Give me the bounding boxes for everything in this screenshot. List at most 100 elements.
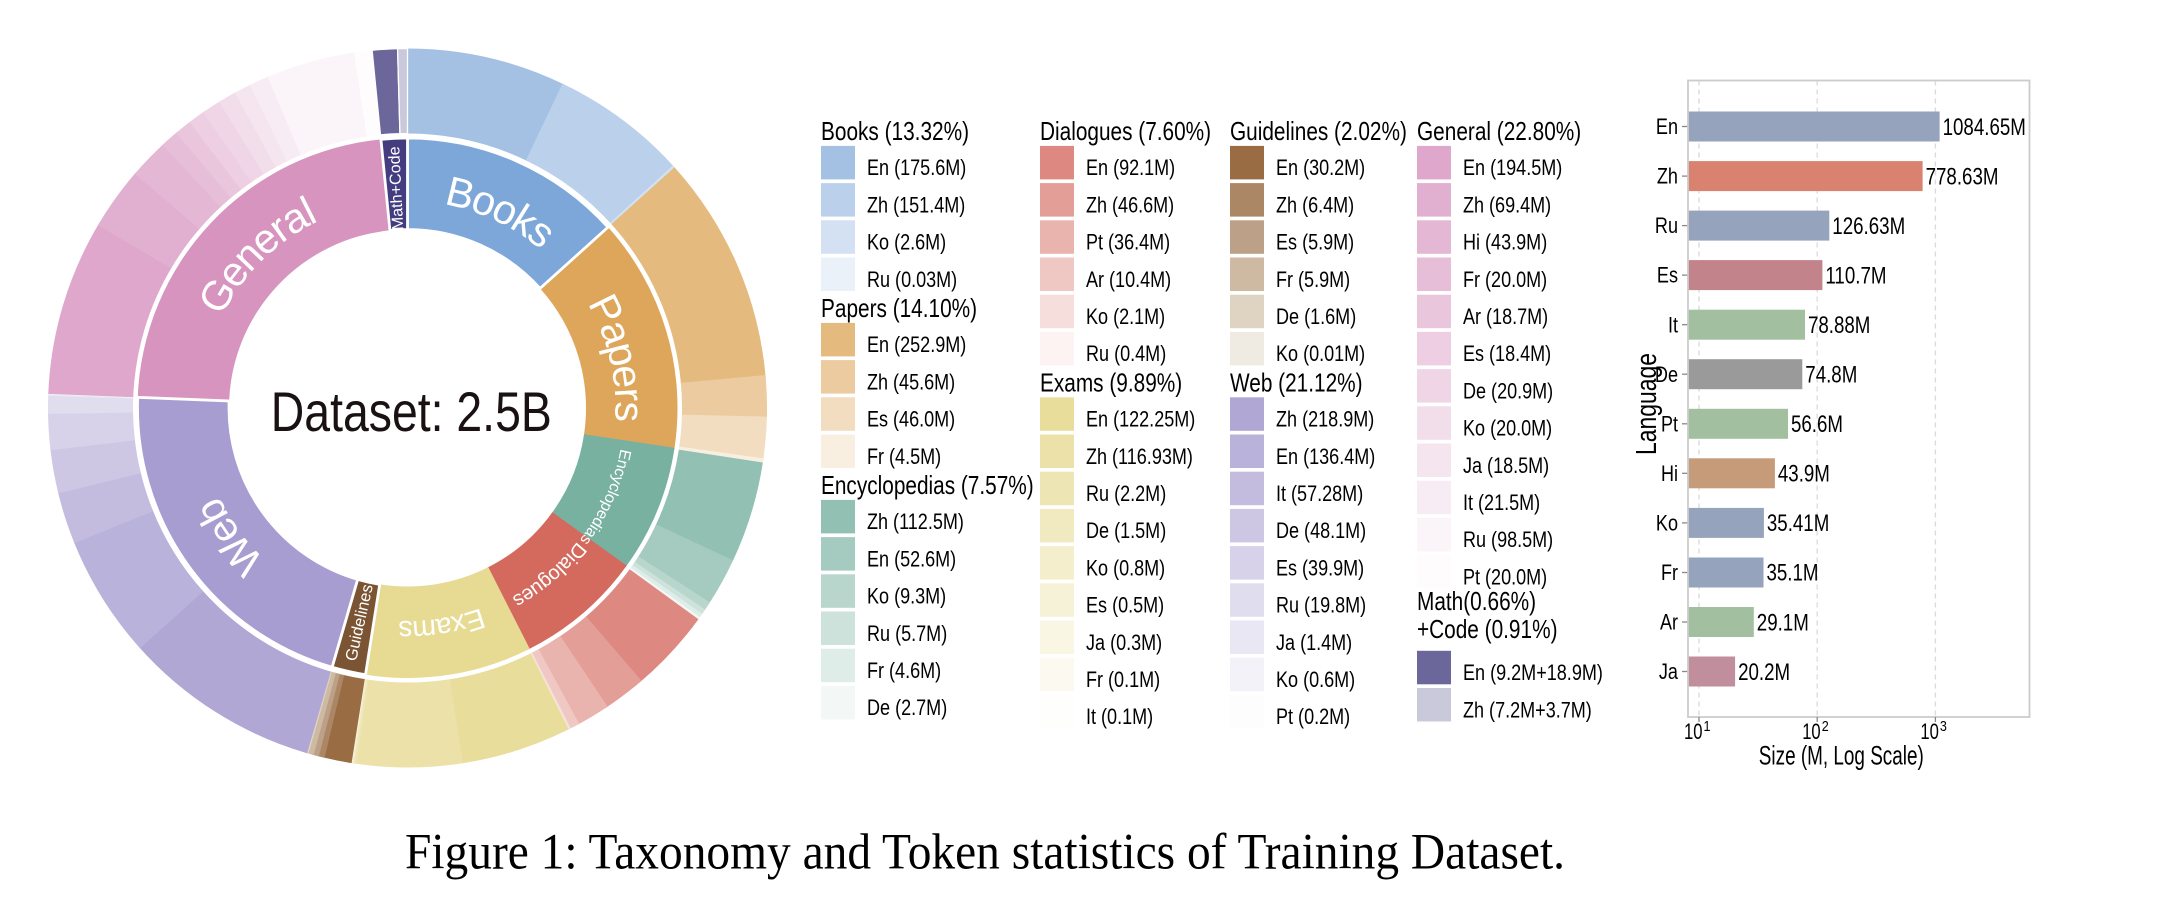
svg-text:De (1.6M): De (1.6M) (1276, 304, 1356, 329)
svg-text:Hi (43.9M): Hi (43.9M) (1463, 230, 1547, 255)
svg-text:Pt (36.4M): Pt (36.4M) (1086, 230, 1170, 255)
svg-text:3: 3 (1940, 718, 1947, 735)
svg-text:Ko (0.6M): Ko (0.6M) (1276, 667, 1355, 692)
svg-text:Fr (20.0M): Fr (20.0M) (1463, 267, 1547, 292)
svg-text:Zh (151.4M): Zh (151.4M) (867, 192, 965, 217)
svg-text:Guidelines (2.02%): Guidelines (2.02%) (1230, 116, 1407, 146)
svg-text:Ko (0.8M): Ko (0.8M) (1086, 555, 1165, 580)
svg-text:En (30.2M): En (30.2M) (1276, 155, 1365, 180)
svg-text:Math+Code: Math+Code (386, 146, 407, 231)
svg-text:Web (21.12%): Web (21.12%) (1230, 367, 1363, 397)
svg-text:Books (13.32%): Books (13.32%) (821, 116, 969, 146)
svg-text:General (22.80%): General (22.80%) (1417, 116, 1581, 146)
svg-text:35.41M: 35.41M (1767, 510, 1829, 537)
svg-text:Es (46.0M): Es (46.0M) (867, 407, 955, 432)
svg-text:10: 10 (1920, 719, 1939, 744)
svg-text:Es (0.5M): Es (0.5M) (1086, 593, 1164, 618)
svg-text:Zh (69.4M): Zh (69.4M) (1463, 192, 1551, 217)
svg-text:1: 1 (1704, 718, 1711, 735)
svg-text:It (21.5M): It (21.5M) (1463, 490, 1540, 515)
svg-text:Papers (14.10%): Papers (14.10%) (821, 293, 977, 323)
svg-text:Ko (0.01M): Ko (0.01M) (1276, 341, 1365, 366)
svg-text:Zh (45.6M): Zh (45.6M) (867, 369, 955, 394)
svg-text:Ko (2.1M): Ko (2.1M) (1086, 304, 1165, 329)
svg-text:Exams (9.89%): Exams (9.89%) (1040, 367, 1182, 397)
svg-text:Ar (18.7M): Ar (18.7M) (1463, 304, 1548, 329)
svg-text:Ko (2.6M): Ko (2.6M) (867, 230, 946, 255)
svg-text:Zh (6.4M): Zh (6.4M) (1276, 192, 1354, 217)
svg-text:Size (M, Log Scale): Size (M, Log Scale) (1759, 741, 1924, 771)
svg-text:Ru (2.2M): Ru (2.2M) (1086, 481, 1166, 506)
svg-text:En (175.6M): En (175.6M) (867, 155, 966, 180)
svg-text:De (2.7M): De (2.7M) (867, 695, 947, 720)
svg-text:En (92.1M): En (92.1M) (1086, 155, 1175, 180)
svg-text:Ar (10.4M): Ar (10.4M) (1086, 267, 1171, 292)
svg-text:Ko (20.0M): Ko (20.0M) (1463, 416, 1552, 441)
svg-text:1084.65M: 1084.65M (1943, 114, 2026, 141)
svg-text:35.1M: 35.1M (1767, 560, 1819, 587)
svg-text:Fr (4.6M): Fr (4.6M) (867, 658, 941, 683)
svg-text:2: 2 (1822, 718, 1829, 735)
svg-text:Ru (0.4M): Ru (0.4M) (1086, 341, 1166, 366)
svg-text:Fr: Fr (1661, 560, 1678, 585)
svg-text:Es: Es (1657, 263, 1678, 288)
svg-text:En (136.4M): En (136.4M) (1276, 444, 1375, 469)
svg-text:Zh (112.5M): Zh (112.5M) (867, 509, 964, 534)
svg-text:10: 10 (1802, 719, 1821, 744)
svg-text:Zh (7.2M+3.7M): Zh (7.2M+3.7M) (1463, 697, 1592, 722)
svg-text:Fr (5.9M): Fr (5.9M) (1276, 267, 1350, 292)
svg-text:De (1.5M): De (1.5M) (1086, 518, 1166, 543)
svg-text:Ko: Ko (1656, 511, 1678, 536)
svg-text:It: It (1668, 312, 1678, 337)
svg-text:29.1M: 29.1M (1757, 609, 1809, 636)
svg-text:En (252.9M): En (252.9M) (867, 332, 966, 357)
svg-text:+Code (0.91%): +Code (0.91%) (1417, 614, 1558, 644)
svg-text:Dialogues (7.60%): Dialogues (7.60%) (1040, 116, 1211, 146)
svg-text:Es (5.9M): Es (5.9M) (1276, 230, 1354, 255)
svg-text:Ru (98.5M): Ru (98.5M) (1463, 527, 1553, 552)
svg-text:It (0.1M): It (0.1M) (1086, 704, 1153, 729)
svg-text:110.7M: 110.7M (1825, 262, 1886, 289)
svg-text:It (57.28M): It (57.28M) (1276, 481, 1363, 506)
svg-text:En: En (1656, 114, 1678, 139)
svg-text:Dataset: 2.5B: Dataset: 2.5B (271, 380, 552, 443)
svg-text:Ar: Ar (1660, 610, 1678, 635)
svg-text:Ja (18.5M): Ja (18.5M) (1463, 453, 1549, 478)
svg-text:En (9.2M+18.9M): En (9.2M+18.9M) (1463, 660, 1603, 685)
svg-text:Ru (5.7M): Ru (5.7M) (867, 621, 947, 646)
svg-text:Ja (1.4M): Ja (1.4M) (1276, 630, 1352, 655)
svg-text:Zh (46.6M): Zh (46.6M) (1086, 192, 1174, 217)
svg-text:Ru (0.03M): Ru (0.03M) (867, 267, 957, 292)
svg-text:126.63M: 126.63M (1832, 213, 1905, 240)
svg-text:Ja (0.3M): Ja (0.3M) (1086, 630, 1162, 655)
svg-text:De (20.9M): De (20.9M) (1463, 378, 1553, 403)
svg-text:Zh (218.9M): Zh (218.9M) (1276, 407, 1374, 432)
svg-text:74.8M: 74.8M (1805, 362, 1857, 389)
svg-text:Ko (9.3M): Ko (9.3M) (867, 584, 946, 609)
svg-text:En (122.25M): En (122.25M) (1086, 407, 1195, 432)
svg-text:Ja: Ja (1659, 659, 1679, 684)
svg-text:Zh: Zh (1657, 164, 1678, 189)
svg-text:Language: Language (1631, 353, 1663, 455)
svg-text:Ru: Ru (1655, 213, 1678, 238)
svg-text:10: 10 (1684, 719, 1703, 744)
svg-text:Es (39.9M): Es (39.9M) (1276, 555, 1364, 580)
svg-text:Pt: Pt (1661, 411, 1678, 436)
svg-text:Zh (116.93M): Zh (116.93M) (1086, 444, 1193, 469)
svg-text:Pt (20.0M): Pt (20.0M) (1463, 564, 1547, 589)
svg-text:Es (18.4M): Es (18.4M) (1463, 341, 1551, 366)
svg-text:Ru (19.8M): Ru (19.8M) (1276, 593, 1366, 618)
svg-text:Fr (0.1M): Fr (0.1M) (1086, 667, 1160, 692)
svg-text:En (52.6M): En (52.6M) (867, 546, 956, 571)
svg-text:Fr (4.5M): Fr (4.5M) (867, 444, 941, 469)
svg-text:43.9M: 43.9M (1778, 461, 1830, 488)
svg-text:778.63M: 778.63M (1926, 163, 1999, 190)
svg-text:De (48.1M): De (48.1M) (1276, 518, 1366, 543)
svg-text:56.6M: 56.6M (1791, 411, 1843, 438)
svg-text:Figure 1: Taxonomy and Token s: Figure 1: Taxonomy and Token statistics … (405, 824, 1565, 880)
svg-text:20.2M: 20.2M (1738, 659, 1790, 686)
svg-text:Pt (0.2M): Pt (0.2M) (1276, 704, 1350, 729)
svg-text:De: De (1655, 362, 1678, 387)
svg-text:78.88M: 78.88M (1808, 312, 1870, 339)
svg-text:Encyclopedias (7.57%): Encyclopedias (7.57%) (821, 470, 1034, 500)
